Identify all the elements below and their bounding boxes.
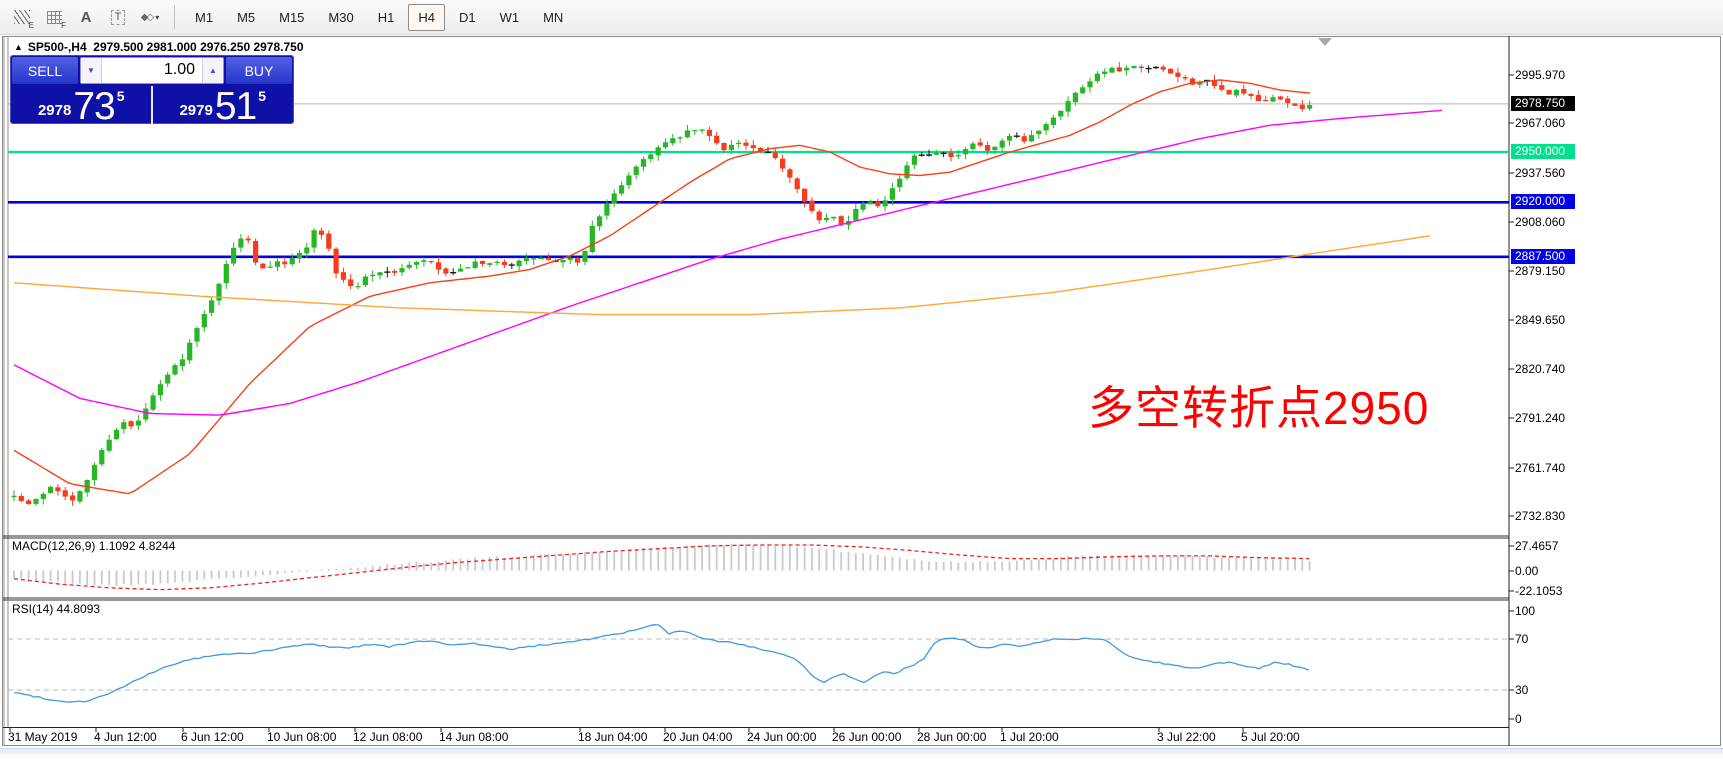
timeframe-button-m15[interactable]: M15	[279, 9, 305, 25]
price-tick-label: 2879.150	[1515, 264, 1566, 278]
text-box-icon[interactable]: T	[104, 4, 132, 30]
buy-button[interactable]: BUY	[226, 57, 292, 84]
timeframe-button-mn[interactable]: MN	[543, 9, 564, 25]
timeframe-button-w1[interactable]: W1	[499, 9, 520, 25]
price-axis[interactable]: 2995.970 2967.060 2937.560 2908.060 2879.150…	[1509, 36, 1723, 746]
macd-axis-label: 27.4657	[1515, 539, 1559, 553]
sell-price-big: 73	[73, 85, 115, 128]
time-tick-label: 3 Jul 22:00	[1157, 730, 1216, 744]
timeframe-button-d1[interactable]: D1	[458, 9, 476, 25]
volume-increase-icon[interactable]: ▲	[202, 58, 223, 83]
window-bottom-edge	[0, 748, 1723, 754]
time-tick-label: 1 Jul 20:00	[1000, 730, 1059, 744]
chart-header: ▲ SP500-,H4 2979.500 2981.000 2976.250 29…	[14, 40, 304, 54]
price-level-badge: 2950.000	[1511, 144, 1575, 159]
text-label-icon[interactable]: A	[80, 8, 92, 26]
volume-decrease-icon[interactable]: ▼	[81, 58, 102, 83]
price-tick-label: 2761.740	[1515, 461, 1566, 475]
grid-settings-icon[interactable]: F	[40, 4, 68, 30]
price-tick-label: 2820.740	[1515, 362, 1566, 376]
buy-price-small: 2979	[179, 102, 213, 119]
chart-styles-icon[interactable]: E	[8, 4, 36, 30]
sell-button[interactable]: SELL	[12, 57, 78, 84]
time-axis[interactable]: 31 May 2019 4 Jun 12:00 6 Jun 12:00 10 Jun …	[0, 728, 1723, 748]
time-tick-label: 10 Jun 08:00	[267, 730, 337, 744]
collapse-panel-icon[interactable]: ▲	[14, 42, 23, 52]
sell-price-sup: 5	[116, 88, 125, 104]
macd-axis-label: 0.00	[1515, 564, 1539, 578]
buy-price-sup: 5	[258, 88, 267, 104]
time-tick-label: 28 Jun 00:00	[917, 730, 987, 744]
price-tick-label: 2967.060	[1515, 116, 1566, 130]
toolbar-separator	[174, 5, 175, 29]
symbol-timeframe-label: SP500-,H4	[27, 40, 87, 54]
volume-value[interactable]: 1.00	[163, 61, 195, 78]
objects-dropdown-icon[interactable]: ◆◇ ▾	[140, 11, 160, 23]
time-tick-label: 5 Jul 20:00	[1241, 730, 1300, 744]
price-tick-label: 2732.830	[1515, 509, 1566, 523]
chart-window[interactable]	[2, 36, 1721, 746]
buy-price-big: 51	[214, 85, 257, 128]
rsi-axis-label: 70	[1515, 632, 1529, 646]
toolbar: E F A T ◆◇ ▾ M1 M5 M15 M30 H1 H4 D1 W1 MN	[0, 0, 1723, 35]
ohlc-values: 2979.500 2981.000 2976.250 2978.750	[93, 40, 304, 54]
time-tick-label: 14 Jun 08:00	[439, 730, 509, 744]
timeframe-button-m5[interactable]: M5	[237, 9, 256, 25]
price-tick-label: 2849.650	[1515, 313, 1566, 327]
rsi-axis-label: 0	[1515, 712, 1522, 726]
timeframe-button-h4[interactable]: H4	[408, 3, 445, 31]
timeframe-button-h1[interactable]: H1	[377, 9, 395, 25]
price-level-badge: 2920.000	[1511, 194, 1575, 209]
price-tick-label: 2995.970	[1515, 68, 1566, 82]
price-tick-label: 2937.560	[1515, 166, 1566, 180]
chart-annotation-text: 多空转折点2950	[1088, 382, 1430, 434]
price-tick-label: 2791.240	[1515, 411, 1566, 425]
time-tick-label: 4 Jun 12:00	[94, 730, 157, 744]
price-tick-label: 2908.060	[1515, 215, 1566, 229]
time-tick-label: 18 Jun 04:00	[578, 730, 648, 744]
time-tick-label: 6 Jun 12:00	[181, 730, 244, 744]
sell-price[interactable]: 2978 73 5	[12, 85, 153, 128]
timeframe-button-m1[interactable]: M1	[195, 9, 214, 25]
price-level-badge: 2887.500	[1511, 249, 1575, 264]
timeframe-button-m30[interactable]: M30	[328, 9, 354, 25]
time-tick-label: 31 May 2019	[8, 730, 78, 744]
macd-indicator-label: MACD(12,26,9) 1.1092 4.8244	[12, 539, 176, 553]
time-tick-label: 24 Jun 00:00	[747, 730, 817, 744]
one-click-trade-panel: SELL ▼ 1.00 ▲ BUY 2978 73 5 2979 51 5	[10, 55, 294, 128]
volume-stepper: ▼ 1.00 ▲	[80, 57, 224, 84]
time-tick-label: 26 Jun 00:00	[832, 730, 902, 744]
sell-price-small: 2978	[37, 102, 72, 119]
rsi-axis-label: 30	[1515, 683, 1529, 697]
buy-price[interactable]: 2979 51 5	[154, 85, 293, 128]
macd-axis-label: -22.1053	[1515, 584, 1563, 598]
rsi-axis-label: 100	[1515, 604, 1536, 618]
time-tick-label: 12 Jun 08:00	[353, 730, 423, 744]
time-tick-label: 20 Jun 04:00	[663, 730, 733, 744]
rsi-indicator-label: RSI(14) 44.8093	[12, 602, 101, 616]
price-level-badge: 2978.750	[1511, 96, 1575, 111]
